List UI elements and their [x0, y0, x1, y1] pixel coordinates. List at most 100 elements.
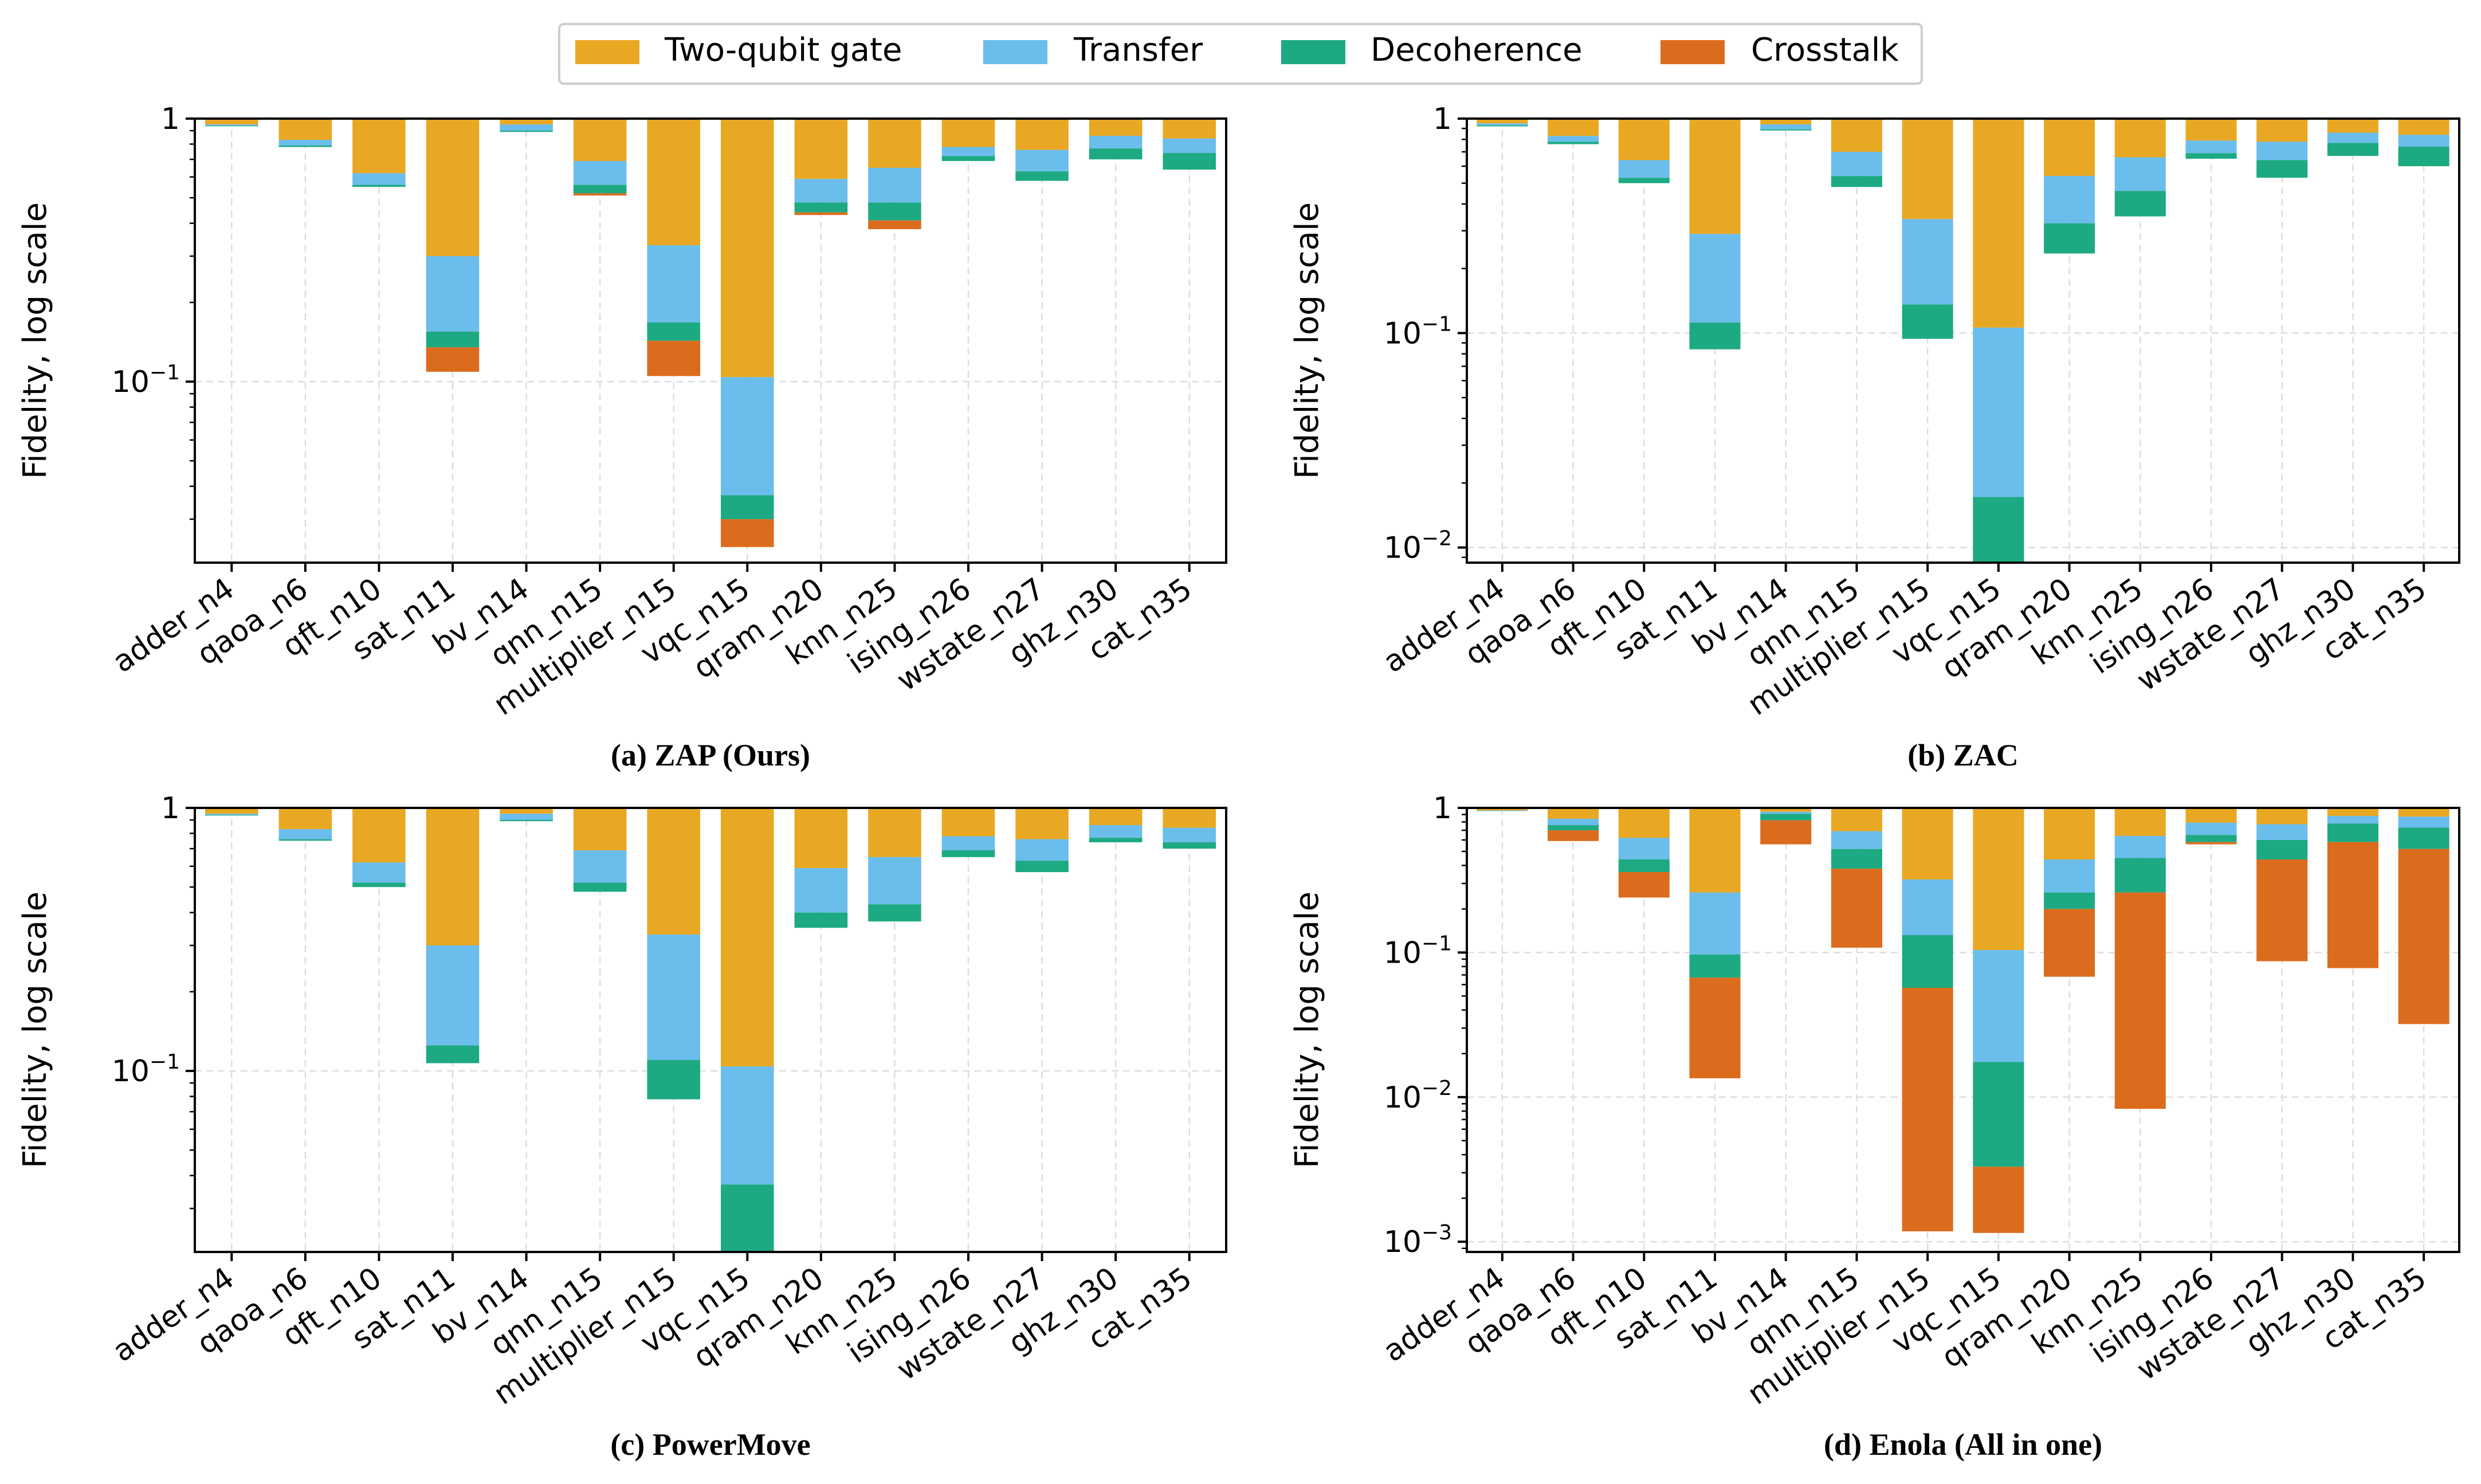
bars	[1477, 808, 2449, 1233]
bar-two-qubit-gate-multiplier-n15	[1902, 119, 1953, 219]
bar-two-qubit-gate-qram-n20	[794, 808, 848, 869]
bar-two-qubit-gate-sat-n11	[426, 808, 480, 946]
bar-transfer-sat-n11	[426, 256, 480, 332]
bar-transfer-qft-n10	[352, 862, 406, 883]
y-tick-label: 1	[161, 791, 180, 826]
bar-decoherence-ghz-n30	[1089, 148, 1143, 160]
bar-two-qubit-gate-vqc-n15	[1973, 119, 2024, 328]
bar-transfer-bv-n14	[500, 814, 553, 820]
bar-decoherence-multiplier-n15	[647, 322, 700, 341]
bar-decoherence-wstate-n27	[2256, 839, 2308, 859]
y-axis-label: Fidelity, log scale	[1289, 892, 1326, 1168]
bar-two-qubit-gate-vqc-n15	[721, 808, 774, 1067]
bar-decoherence-ising-n26	[941, 156, 995, 161]
bar-crosstalk-qft-n10	[1618, 871, 1670, 898]
bar-transfer-qaoa-n6	[1548, 136, 1599, 142]
bar-decoherence-vqc-n15	[721, 495, 774, 520]
y-tick-label: 10−3	[1384, 1221, 1452, 1259]
bar-two-qubit-gate-qaoa-n6	[278, 119, 332, 140]
axes-frame	[1466, 117, 2460, 564]
legend-label-crosstalk: Crosstalk	[1751, 32, 1899, 69]
bar-decoherence-adder-n4	[205, 125, 258, 127]
bar-crosstalk-ising-n26	[2185, 842, 2237, 845]
bar-two-qubit-gate-qaoa-n6	[1548, 119, 1599, 136]
bar-decoherence-qaoa-n6	[278, 145, 332, 147]
bar-transfer-qft-n10	[1618, 838, 1670, 859]
bar-two-qubit-gate-wstate-n27	[1015, 808, 1069, 839]
bar-transfer-ghz-n30	[1089, 136, 1143, 149]
y-tick-label: 10−1	[112, 1050, 180, 1089]
bar-decoherence-ghz-n30	[2327, 823, 2378, 842]
bar-decoherence-qft-n10	[1618, 859, 1670, 872]
y-tick-label: 10−2	[1384, 527, 1452, 566]
bar-decoherence-knn-n25	[2114, 191, 2166, 217]
bar-two-qubit-gate-wstate-n27	[2256, 808, 2308, 825]
bar-transfer-qnn-n15	[1831, 831, 1882, 849]
y-axis: 1 10−1 10−2 10−3	[1384, 791, 1467, 1259]
bar-two-qubit-gate-ghz-n30	[1089, 119, 1143, 136]
bar-transfer-ising-n26	[2185, 140, 2237, 154]
bar-transfer-wstate-n27	[1015, 150, 1069, 172]
bar-two-qubit-gate-sat-n11	[1689, 119, 1741, 234]
bar-crosstalk-qnn-n15	[1831, 869, 1882, 948]
y-tick-label: 10−1	[112, 361, 180, 399]
bar-crosstalk-multiplier-n15	[647, 340, 700, 376]
panel-caption: (d) Enola (All in one)	[1824, 1427, 2102, 1462]
bar-decoherence-qram-n20	[794, 912, 848, 928]
bar-two-qubit-gate-cat-n35	[2398, 808, 2449, 817]
bar-decoherence-qaoa-n6	[1548, 825, 1599, 831]
bar-transfer-ghz-n30	[1089, 825, 1143, 838]
bar-transfer-multiplier-n15	[1902, 219, 1953, 305]
bar-transfer-knn-n25	[868, 167, 921, 203]
bar-decoherence-bv-n14	[500, 131, 553, 132]
y-axis: 1 10−1	[112, 102, 195, 520]
legend-item-decoherence: Decoherence	[1281, 32, 1583, 69]
bar-decoherence-qram-n20	[2044, 892, 2095, 909]
legend-label-decoherence: Decoherence	[1371, 32, 1583, 69]
bar-transfer-multiplier-n15	[647, 245, 700, 323]
bar-two-qubit-gate-ghz-n30	[1089, 808, 1143, 826]
bar-transfer-ising-n26	[941, 836, 995, 850]
bar-two-qubit-gate-adder-n4	[205, 808, 258, 814]
legend-frame	[558, 23, 1923, 85]
bar-transfer-qram-n20	[794, 179, 848, 203]
bar-decoherence-qnn-n15	[1831, 176, 1882, 187]
bar-two-qubit-gate-sat-n11	[426, 119, 480, 257]
bar-two-qubit-gate-qnn-n15	[1831, 119, 1882, 152]
bar-decoherence-qram-n20	[2044, 223, 2095, 254]
bar-transfer-qft-n10	[1618, 160, 1670, 178]
bar-two-qubit-gate-qaoa-n6	[278, 808, 332, 830]
bar-crosstalk-multiplier-n15	[1902, 988, 1953, 1232]
bar-decoherence-knn-n25	[868, 202, 921, 221]
bar-crosstalk-knn-n25	[2114, 892, 2166, 1109]
bar-transfer-ghz-n30	[2327, 816, 2378, 824]
bar-decoherence-ghz-n30	[1089, 838, 1143, 843]
bar-transfer-qaoa-n6	[278, 829, 332, 839]
bar-transfer-vqc-n15	[1973, 950, 2024, 1062]
bar-two-qubit-gate-ising-n26	[2185, 808, 2237, 823]
bars	[1477, 119, 2449, 563]
bar-decoherence-qaoa-n6	[1548, 142, 1599, 144]
bar-transfer-cat-n35	[1163, 138, 1216, 154]
bar-transfer-wstate-n27	[1015, 839, 1069, 861]
bar-two-qubit-gate-ising-n26	[941, 119, 995, 147]
bar-decoherence-vqc-n15	[1973, 497, 2024, 563]
bar-transfer-adder-n4	[205, 124, 258, 126]
bar-decoherence-ising-n26	[2185, 835, 2237, 842]
bar-two-qubit-gate-wstate-n27	[2256, 119, 2308, 142]
bar-decoherence-wstate-n27	[1015, 171, 1069, 181]
bar-decoherence-sat-n11	[426, 1045, 480, 1063]
bar-transfer-ising-n26	[941, 147, 995, 156]
y-axis: 1 10−1 10−2	[1384, 102, 1467, 566]
bar-transfer-sat-n11	[1689, 892, 1741, 955]
y-tick-label: 1	[1433, 791, 1452, 826]
bar-two-qubit-gate-qram-n20	[2044, 119, 2095, 176]
bar-decoherence-multiplier-n15	[1902, 304, 1953, 339]
bar-decoherence-qram-n20	[794, 202, 848, 213]
bar-transfer-cat-n35	[2398, 135, 2449, 147]
bar-decoherence-qaoa-n6	[278, 839, 332, 841]
bar-crosstalk-vqc-n15	[721, 519, 774, 547]
bar-two-qubit-gate-vqc-n15	[1973, 808, 2024, 951]
bar-two-qubit-gate-knn-n25	[2114, 808, 2166, 836]
y-axis-label: Fidelity, log scale	[17, 892, 54, 1168]
